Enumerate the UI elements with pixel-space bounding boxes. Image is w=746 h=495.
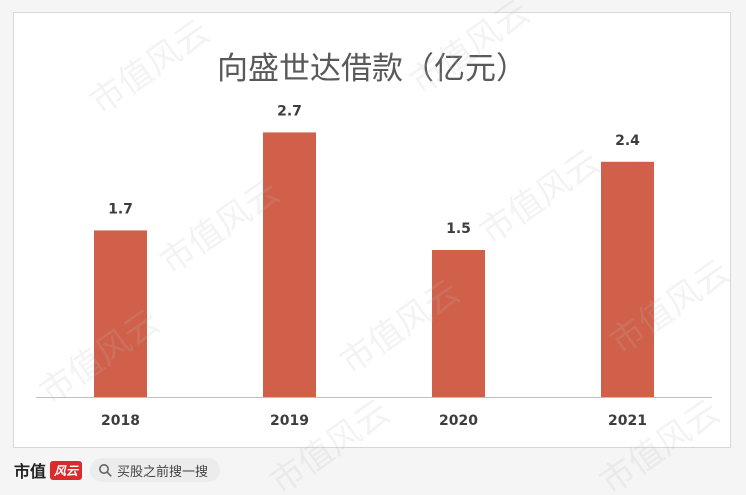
bar-2020 (432, 250, 485, 397)
search-text: 买股之前搜一搜 (117, 464, 209, 480)
search-icon (99, 464, 112, 477)
bar-2021 (601, 161, 654, 397)
bar-chart: 1.7 2018 2.7 2019 1.5 2020 2.4 2021 (36, 103, 712, 429)
data-label-2018: 1.7 (108, 201, 133, 217)
bar-2019 (263, 132, 316, 397)
x-tick-2018: 2018 (101, 413, 140, 429)
x-tick-2019: 2019 (270, 413, 309, 429)
data-label-2019: 2.7 (277, 103, 302, 119)
brand-name: 市值 (14, 462, 47, 481)
data-label-2020: 1.5 (446, 221, 471, 237)
chart-title: 向盛世达借款（亿元） (217, 51, 527, 87)
chart-card: 向盛世达借款（亿元） 1.7 2018 2.7 2019 1.5 2020 2.4 2021 (13, 12, 731, 448)
x-tick-2021: 2021 (608, 413, 647, 429)
search-box[interactable]: 买股之前搜一搜 (90, 458, 221, 482)
x-tick-2020: 2020 (439, 413, 478, 429)
brand-mark: 风云 (50, 460, 83, 480)
data-label-2021: 2.4 (615, 133, 640, 149)
footer-bar: 市值 风云 买股之前搜一搜 (0, 455, 746, 485)
brand-logo[interactable]: 市值 风云 (14, 458, 83, 482)
bar-2018 (94, 230, 147, 397)
